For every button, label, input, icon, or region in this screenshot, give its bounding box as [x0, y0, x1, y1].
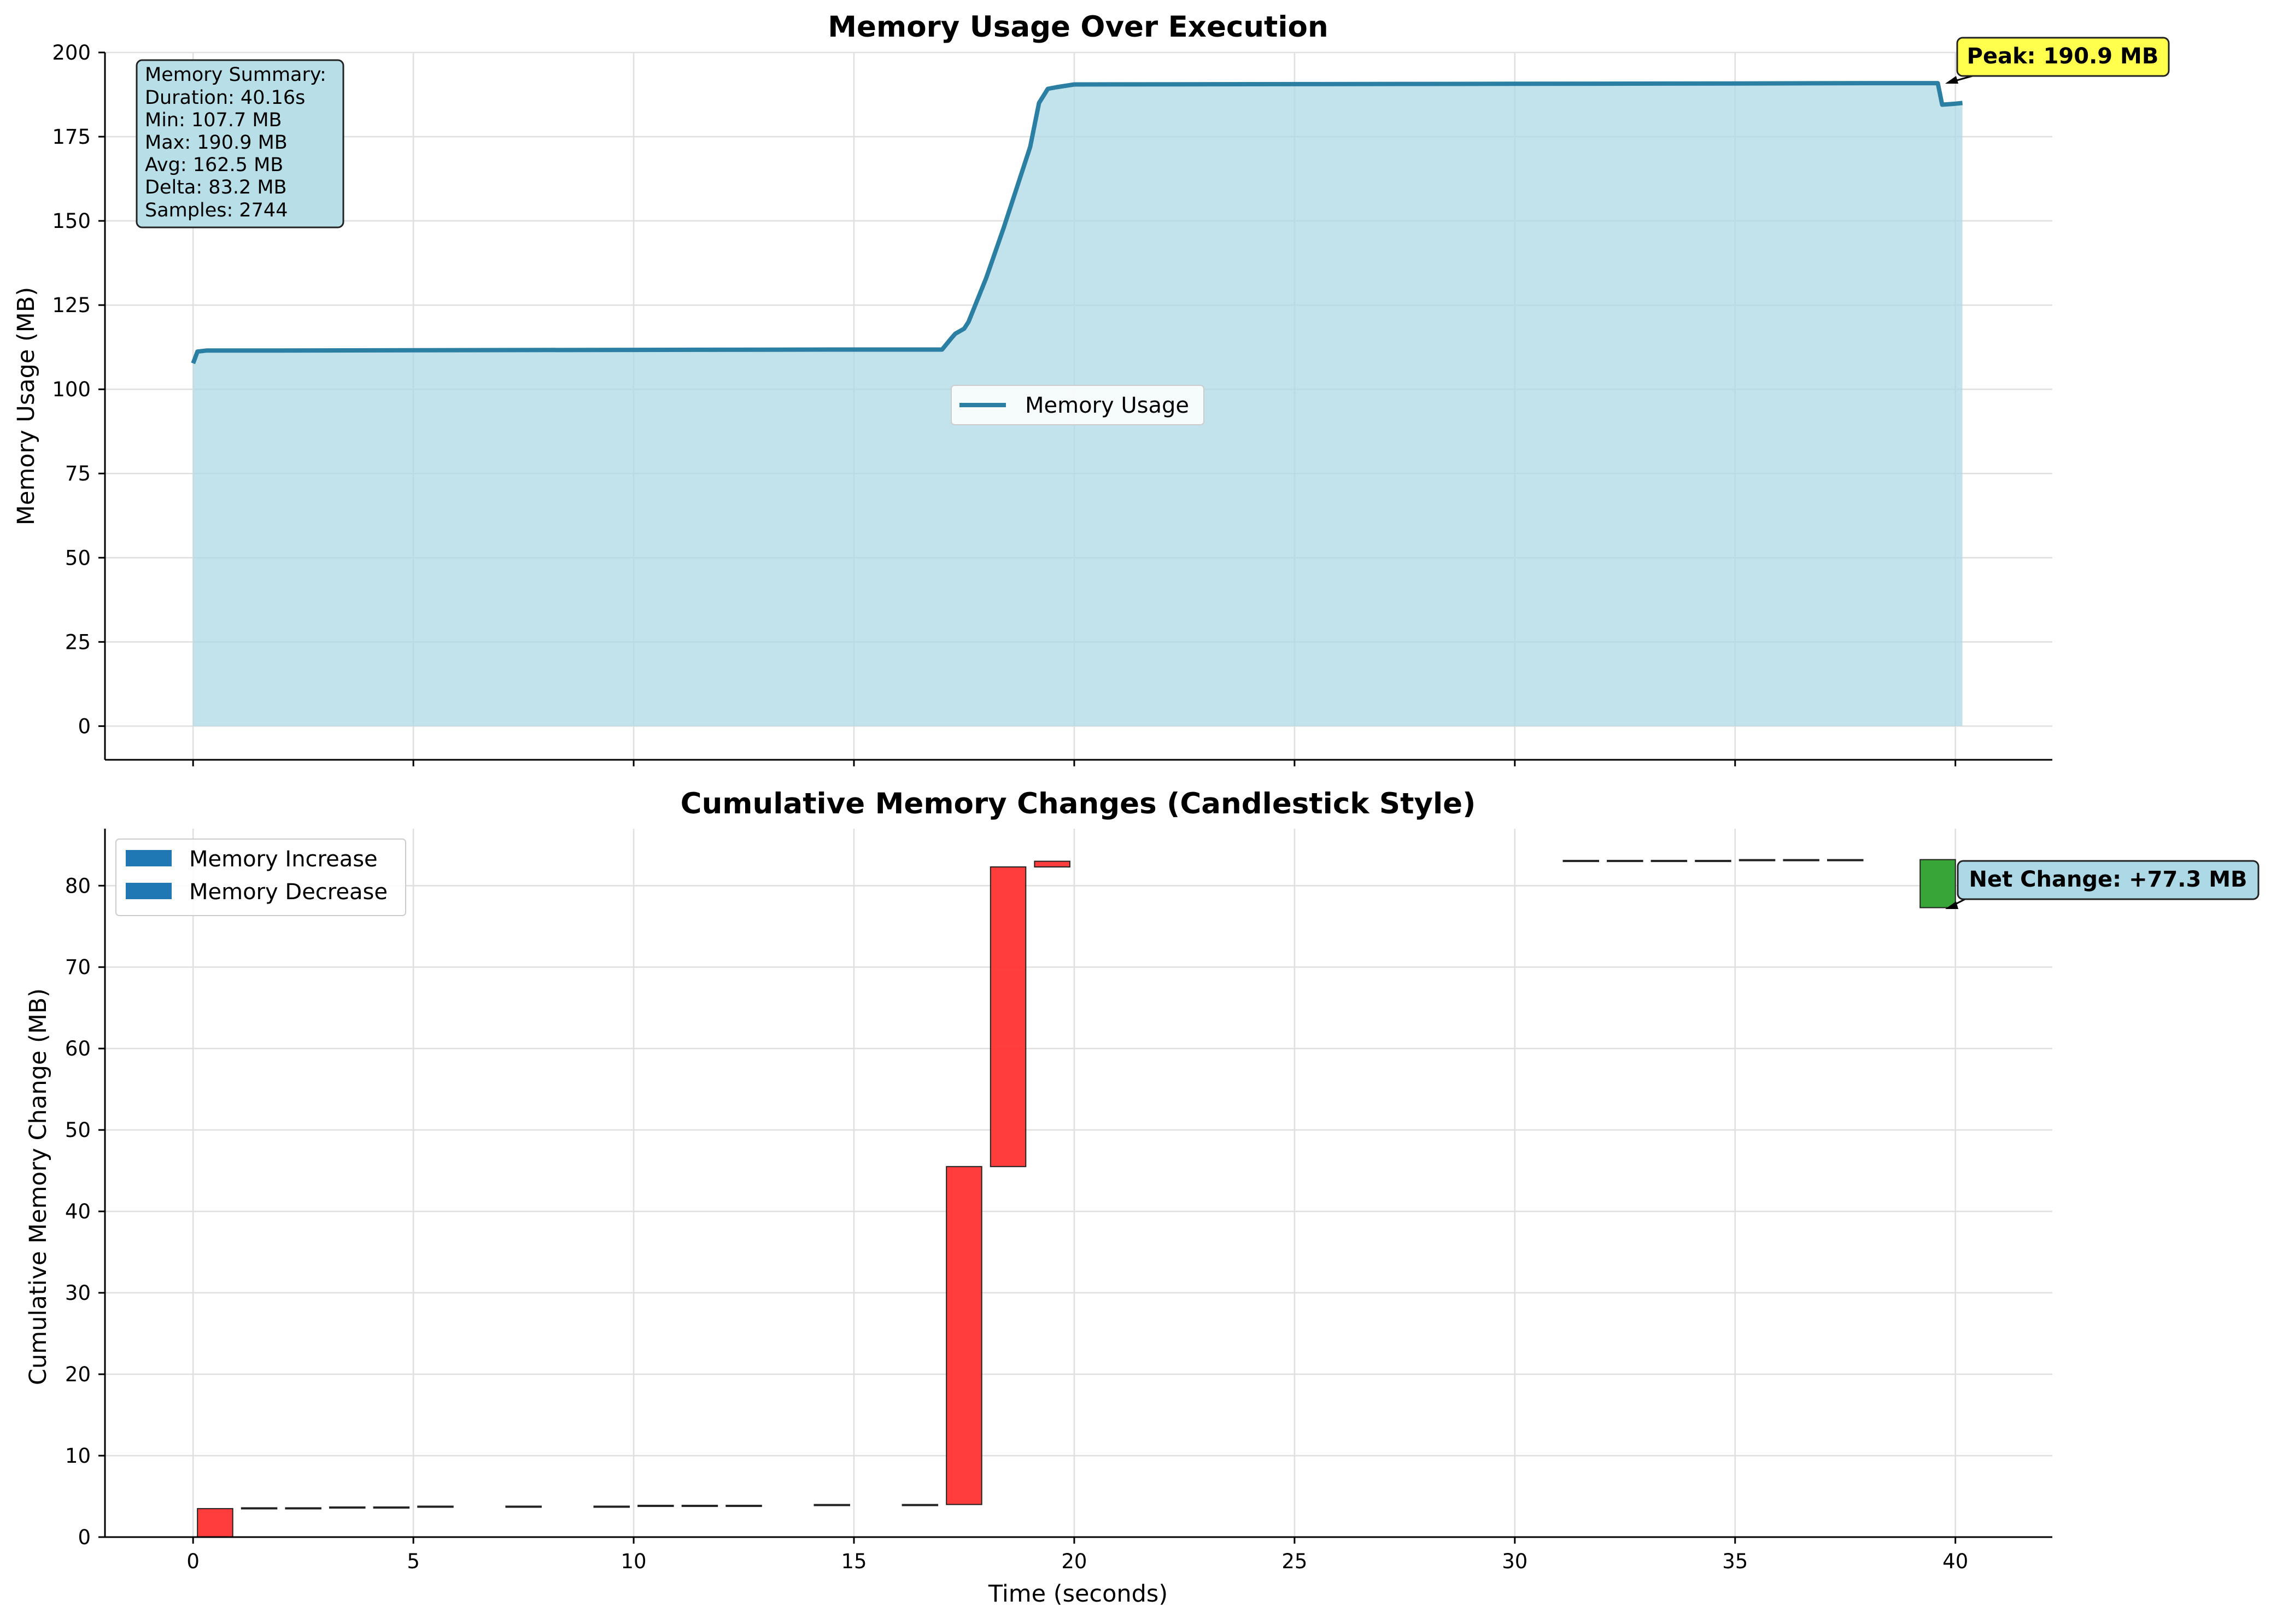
- bottom-y-tick-label: 20: [65, 1363, 91, 1386]
- candle-increase: [1034, 860, 1070, 867]
- x-tick-label: 15: [841, 1550, 867, 1573]
- bottom-grid: [105, 829, 2052, 1538]
- bottom-y-axis-label: Cumulative Memory Change (MB): [25, 988, 52, 1385]
- x-tick-label: 20: [1061, 1550, 1087, 1573]
- bottom-y-tick-label: 0: [78, 1526, 91, 1549]
- bottom-y-tick-label: 80: [65, 874, 91, 898]
- candle-increase: [946, 1166, 982, 1505]
- top-y-tick-label: 50: [65, 546, 91, 570]
- net-change-annotation: Net Change: +77.3 MB: [1945, 860, 2260, 909]
- bottom-x-ticks: 0 5 10 15 20 25 30 35 40: [186, 1537, 1968, 1573]
- x-tick-label: 30: [1502, 1550, 1527, 1573]
- net-change-label: Net Change: +77.3 MB: [1969, 867, 2247, 892]
- memory-usage-line: [191, 81, 1963, 365]
- memory-summary-box: Memory Summary: Duration: 40.16s Min: 10…: [136, 59, 344, 228]
- candle-increase: [285, 1507, 321, 1510]
- x-tick-label: 0: [186, 1550, 200, 1573]
- summary-heading: Memory Summary:: [145, 64, 326, 86]
- bottom-y-tick-label: 30: [65, 1281, 91, 1305]
- top-y-axis-label: Memory Usage (MB): [13, 287, 40, 525]
- bottom-y-tick-label: 70: [65, 955, 91, 979]
- peak-annotation: Peak: 190.9 MB: [1945, 37, 2170, 84]
- candles: [197, 859, 1956, 1538]
- candle-increase: [990, 866, 1027, 1168]
- summary-duration: Duration: 40.16s: [145, 87, 305, 109]
- candle-increase: [1607, 860, 1643, 863]
- top-panel: Memory Usage Over Execution 0 25 50 75 100 12…: [13, 10, 2170, 766]
- bottom-y-tick-label: 10: [65, 1444, 91, 1468]
- candle-increase: [902, 1504, 939, 1506]
- top-y-tick-label: 25: [65, 630, 91, 654]
- top-x-ticks: [192, 760, 1957, 766]
- candle-decrease: [1919, 859, 1956, 908]
- summary-avg: Avg: 162.5 MB: [145, 154, 283, 176]
- top-chart-title: Memory Usage Over Execution: [828, 10, 1328, 44]
- candle-increase: [725, 1504, 762, 1507]
- top-y-tick-label: 175: [52, 125, 91, 149]
- x-tick-label: 25: [1281, 1550, 1307, 1573]
- candle-increase: [1562, 860, 1599, 863]
- candle-increase: [637, 1504, 674, 1507]
- summary-max: Max: 190.9 MB: [145, 132, 288, 154]
- candle-increase: [373, 1506, 410, 1509]
- memory-increase-legend-swatch: [126, 850, 172, 866]
- top-y-tick-label: 75: [65, 462, 91, 485]
- candle-increase: [1695, 860, 1731, 863]
- x-tick-label: 10: [621, 1550, 647, 1573]
- summary-min: Min: 107.7 MB: [145, 109, 282, 131]
- candle-increase: [505, 1505, 542, 1508]
- candle-increase: [1783, 859, 1819, 861]
- summary-delta: Delta: 83.2 MB: [145, 177, 287, 198]
- bottom-legend: Memory Increase Memory Decrease: [115, 839, 406, 916]
- candle-increase: [241, 1507, 278, 1510]
- memory-usage-legend-label: Memory Usage: [1025, 393, 1189, 418]
- top-y-tick-label: 0: [78, 714, 91, 738]
- candle-increase: [1739, 859, 1776, 861]
- candle-increase: [1827, 859, 1864, 861]
- top-y-tick-label: 100: [52, 378, 91, 401]
- top-y-ticks: 0 25 50 75 100 125 150 175 200: [52, 41, 105, 738]
- memory-increase-legend-label: Memory Increase: [189, 847, 378, 872]
- candle-increase: [681, 1504, 718, 1507]
- bottom-y-tick-label: 60: [65, 1037, 91, 1060]
- candle-increase: [417, 1505, 454, 1508]
- candle-increase: [197, 1508, 233, 1538]
- memory-decrease-legend-swatch: [126, 883, 172, 899]
- candle-increase: [1650, 860, 1688, 863]
- candle-increase: [593, 1505, 630, 1508]
- memory-decrease-legend-label: Memory Decrease: [189, 880, 388, 905]
- candle-increase: [813, 1504, 850, 1506]
- candle-increase: [329, 1506, 366, 1509]
- bottom-chart-title: Cumulative Memory Changes (Candlestick S…: [681, 787, 1476, 820]
- x-axis-label: Time (seconds): [988, 1580, 1168, 1608]
- bottom-y-tick-label: 40: [65, 1200, 91, 1223]
- x-tick-label: 40: [1942, 1550, 1968, 1573]
- peak-label: Peak: 190.9 MB: [1967, 44, 2159, 69]
- x-tick-label: 35: [1722, 1550, 1748, 1573]
- bottom-panel: Cumulative Memory Changes (Candlestick S…: [25, 787, 2260, 1608]
- bottom-y-ticks: 0 10 20 30 40 50 60 70 80: [65, 874, 105, 1549]
- top-y-tick-label: 200: [52, 41, 91, 65]
- x-tick-label: 5: [407, 1550, 420, 1573]
- summary-samples: Samples: 2744: [145, 200, 288, 221]
- top-y-tick-label: 125: [52, 294, 91, 317]
- bottom-y-tick-label: 50: [65, 1118, 91, 1142]
- top-y-tick-label: 150: [52, 209, 91, 233]
- top-legend: Memory Usage: [951, 385, 1204, 425]
